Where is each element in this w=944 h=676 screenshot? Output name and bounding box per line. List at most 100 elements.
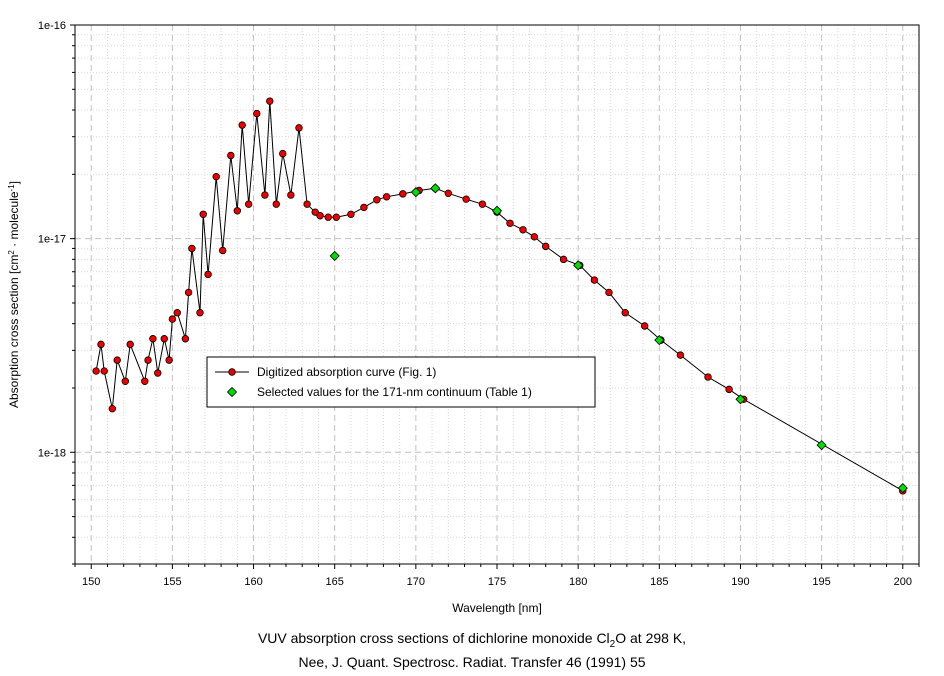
data-point-digitized: [108, 404, 117, 413]
data-point-digitized: [725, 385, 733, 394]
series-layer: [92, 97, 908, 495]
x-tick-label: 195: [812, 576, 830, 588]
legend-label: Selected values for the 171-nm continuum…: [257, 385, 532, 399]
data-point-digitized: [261, 191, 269, 199]
y-tick-label: 1e-17: [38, 234, 66, 246]
y-axis-title-superscript: 2: [7, 250, 16, 255]
data-point-digitized: [605, 288, 613, 297]
x-tick-label: 190: [731, 576, 749, 588]
data-point-digitized: [704, 373, 712, 381]
data-point-selected: [897, 483, 908, 494]
data-point-digitized: [233, 207, 242, 215]
x-tick-label: 160: [244, 576, 262, 588]
data-point-digitized: [462, 195, 470, 203]
data-point-digitized: [97, 340, 105, 349]
data-point-digitized: [272, 200, 280, 208]
data-point-digitized: [478, 200, 487, 208]
y-axis-title-part: · molecule: [7, 191, 21, 250]
y-tick-label: 1e-18: [38, 447, 66, 459]
data-point-digitized: [188, 244, 196, 253]
data-point-selected: [410, 187, 421, 198]
data-point-digitized: [160, 335, 168, 343]
caption-subscript: 2: [609, 638, 616, 650]
data-point-digitized: [238, 121, 246, 129]
data-point-digitized: [144, 356, 152, 364]
data-point-digitized: [154, 369, 162, 377]
data-point-digitized: [303, 200, 311, 208]
y-axis-title: Absorption cross section [cm2 · molecule…: [7, 181, 22, 408]
legend-box: [206, 356, 596, 408]
grid: [74, 24, 920, 565]
x-tick-label: 165: [326, 576, 344, 588]
x-tick-label: 155: [163, 576, 181, 588]
x-tick-label: 200: [894, 576, 912, 588]
data-point-digitized: [506, 219, 514, 227]
x-tick-label: 150: [82, 576, 100, 588]
y-axis-title-superscript: -1: [7, 184, 16, 192]
data-point-selected: [491, 205, 503, 216]
x-tick-label: 170: [407, 576, 425, 588]
caption-line-1: VUV absorption cross sections of dichlor…: [0, 630, 944, 650]
data-point-digitized: [332, 213, 341, 221]
legend-label: Digitized absorption curve (Fig. 1): [257, 365, 436, 379]
data-point-digitized: [165, 356, 173, 364]
x-axis-title: Wavelength [nm]: [452, 601, 542, 615]
data-point-selected: [329, 250, 340, 261]
axis-ticks: 150 155 160 165 170 175 180 185 190 195 200 1e-18 1e…: [38, 20, 920, 588]
data-point-digitized: [519, 226, 527, 234]
data-point-digitized: [244, 200, 253, 208]
data-point-digitized: [218, 246, 227, 255]
data-point-digitized: [168, 315, 177, 323]
data-point-digitized: [141, 377, 149, 385]
caption-text: O at 298 K,: [615, 630, 687, 646]
data-point-digitized: [287, 191, 295, 199]
data-point-digitized: [266, 97, 274, 105]
caption-line-2: Nee, J. Quant. Spectrosc. Radiat. Transf…: [298, 654, 646, 670]
data-point-digitized: [126, 340, 134, 349]
data-point-digitized: [360, 203, 368, 212]
data-point-digitized: [253, 109, 261, 118]
data-point-digitized: [121, 377, 130, 385]
y-axis-title-part: ]: [7, 181, 21, 184]
x-tick-label: 175: [488, 576, 506, 588]
data-point-digitized: [196, 309, 204, 317]
data-point-digitized: [316, 212, 324, 220]
data-point-digitized: [204, 270, 212, 279]
caption-text: VUV absorption cross sections of dichlor…: [257, 630, 610, 646]
data-point-selected: [654, 335, 665, 346]
x-tick-label: 180: [569, 576, 587, 588]
x-tick-label: 185: [650, 576, 668, 588]
data-point-digitized: [149, 335, 157, 343]
data-point-digitized: [295, 124, 303, 132]
legend-marker-circle: [228, 368, 236, 376]
data-point-digitized: [184, 288, 193, 297]
data-point-digitized: [311, 208, 319, 216]
data-point-digitized: [590, 276, 599, 284]
data-point-digitized: [541, 242, 550, 251]
data-point-selected: [573, 260, 584, 271]
data-point-selected: [735, 394, 746, 405]
data-point-digitized: [279, 149, 287, 158]
data-point-digitized: [444, 189, 453, 198]
data-point-digitized: [181, 335, 190, 343]
data-point-digitized: [212, 172, 220, 181]
data-point-digitized: [199, 210, 207, 219]
data-point-digitized: [373, 196, 381, 204]
y-axis-title-part: Absorption cross section [cm: [7, 255, 21, 408]
series-line-digitized-curve: [95, 101, 904, 492]
data-point-selected: [430, 183, 441, 194]
data-point-digitized: [92, 367, 100, 375]
data-point-selected: [816, 440, 827, 451]
data-point-digitized: [324, 213, 332, 221]
data-point-digitized: [382, 193, 391, 201]
data-point-digitized: [347, 210, 355, 219]
data-point-digitized: [676, 351, 685, 359]
data-point-digitized: [559, 255, 568, 264]
data-point-digitized: [227, 151, 235, 160]
data-point-digitized: [399, 190, 407, 198]
y-tick-label: 1e-16: [38, 20, 66, 32]
data-point-digitized: [641, 322, 649, 330]
data-point-digitized: [621, 309, 629, 317]
data-point-digitized: [173, 309, 181, 317]
